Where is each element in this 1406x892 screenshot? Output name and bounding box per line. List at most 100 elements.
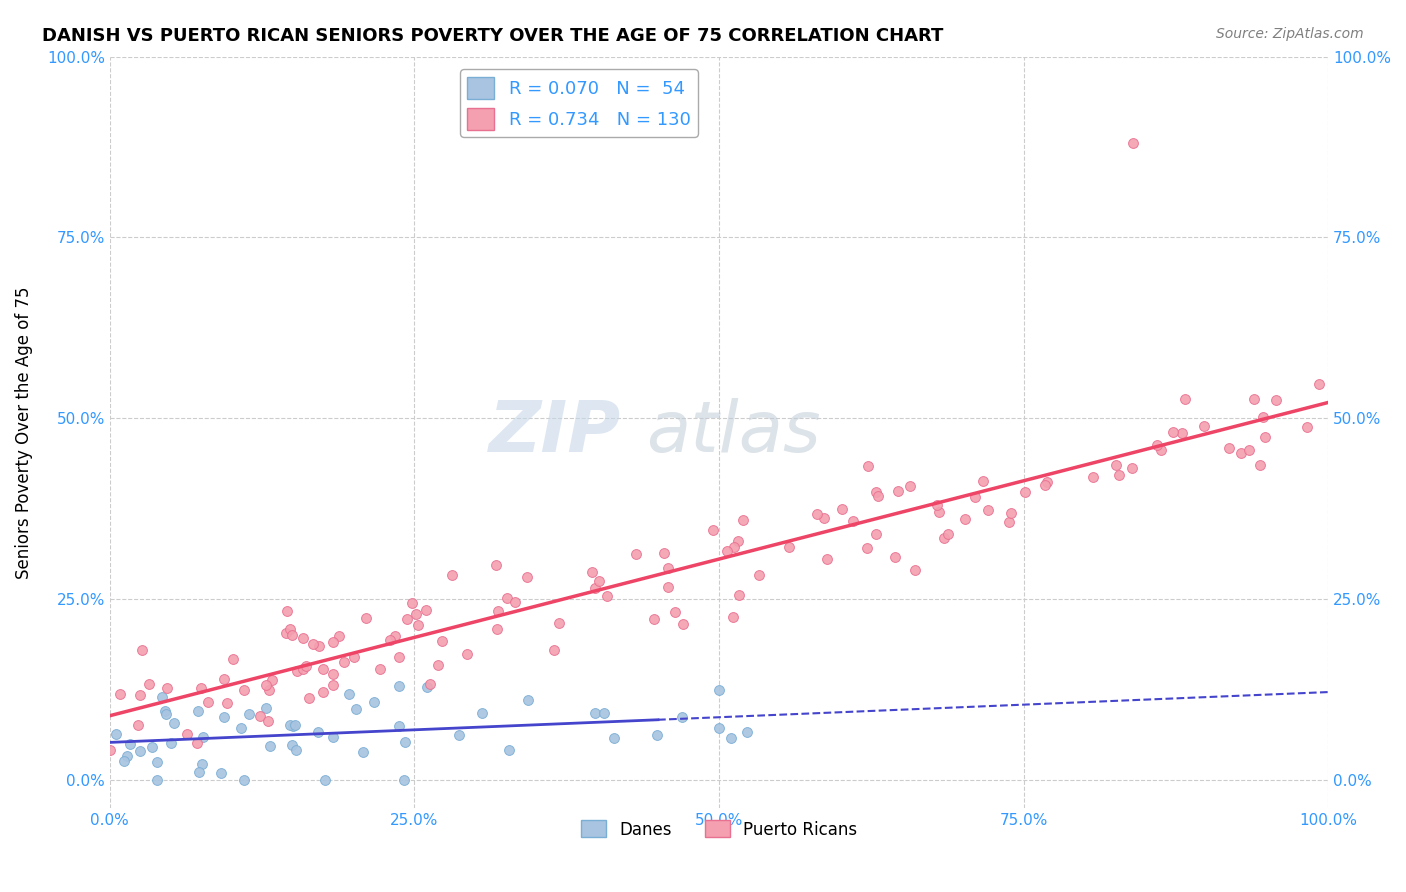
Point [254, 701, 277, 715]
Point [855, 541, 877, 555]
Point [1036, 475, 1059, 490]
Point [98, 743, 121, 757]
Point [141, 739, 163, 754]
Point [495, 591, 517, 605]
Point [191, 756, 214, 771]
Point [392, 772, 415, 787]
Point [963, 490, 986, 504]
Point [1264, 392, 1286, 407]
Point [285, 742, 308, 756]
Point [291, 662, 314, 676]
Point [972, 474, 994, 488]
Point [626, 547, 648, 561]
Point [322, 666, 344, 681]
Point [831, 502, 853, 516]
Point [702, 523, 724, 537]
Point [503, 595, 526, 609]
Point [1000, 506, 1022, 520]
Point [1014, 484, 1036, 499]
Point [672, 616, 695, 631]
Point [485, 558, 508, 573]
Point [516, 570, 538, 584]
Text: atlas: atlas [645, 398, 821, 467]
Point [337, 687, 360, 701]
Point [928, 505, 950, 519]
Point [294, 659, 316, 673]
Point [748, 568, 770, 582]
Point [281, 719, 304, 733]
Point [378, 632, 401, 647]
Point [543, 642, 565, 657]
Point [1161, 425, 1184, 439]
Point [583, 581, 606, 595]
Point [643, 611, 665, 625]
Point [707, 721, 730, 735]
Point [155, 681, 177, 695]
Point [176, 727, 198, 741]
Point [307, 725, 329, 739]
Point [887, 483, 910, 498]
Point [1171, 426, 1194, 441]
Point [441, 567, 464, 582]
Point [105, 727, 128, 741]
Point [1081, 469, 1104, 483]
Point [581, 566, 603, 580]
Point [1243, 392, 1265, 407]
Point [127, 718, 149, 732]
Point [1249, 458, 1271, 472]
Point [262, 673, 284, 687]
Point [723, 540, 745, 554]
Point [865, 527, 887, 541]
Point [238, 707, 260, 722]
Point [1174, 392, 1197, 407]
Point [977, 502, 1000, 516]
Point [150, 690, 173, 704]
Point [298, 691, 321, 706]
Point [583, 706, 606, 720]
Point [146, 756, 169, 770]
Point [259, 739, 281, 753]
Point [281, 738, 304, 752]
Text: ZIP: ZIP [489, 398, 621, 467]
Point [657, 561, 679, 575]
Point [388, 649, 411, 664]
Point [249, 708, 271, 723]
Point [1237, 442, 1260, 457]
Point [1254, 430, 1277, 444]
Point [257, 682, 280, 697]
Point [278, 718, 301, 732]
Point [155, 707, 177, 722]
Point [498, 743, 520, 757]
Point [354, 611, 377, 625]
Point [280, 628, 302, 642]
Point [187, 764, 209, 779]
Point [1105, 458, 1128, 472]
Text: DANISH VS PUERTO RICAN SENIORS POVERTY OVER THE AGE OF 75 CORRELATION CHART: DANISH VS PUERTO RICAN SENIORS POVERTY O… [42, 27, 943, 45]
Point [1033, 477, 1056, 491]
Point [664, 605, 686, 619]
Point [415, 602, 437, 616]
Point [588, 574, 610, 589]
Point [394, 735, 416, 749]
Point [344, 702, 367, 716]
Point [416, 681, 439, 695]
Point [596, 589, 619, 603]
Legend: Danes, Puerto Ricans: Danes, Puerto Ricans [574, 814, 863, 846]
Point [447, 728, 470, 742]
Point [186, 736, 208, 750]
Point [314, 772, 336, 787]
Point [733, 513, 755, 527]
Point [593, 706, 616, 721]
Point [153, 704, 176, 718]
Text: Source: ZipAtlas.com: Source: ZipAtlas.com [1216, 27, 1364, 41]
Point [308, 640, 330, 654]
Point [232, 772, 254, 787]
Point [322, 678, 344, 692]
Point [707, 683, 730, 698]
Point [471, 706, 494, 720]
Point [727, 533, 749, 548]
Point [129, 688, 152, 702]
Point [1308, 377, 1330, 392]
Point [813, 510, 835, 524]
Point [312, 662, 335, 676]
